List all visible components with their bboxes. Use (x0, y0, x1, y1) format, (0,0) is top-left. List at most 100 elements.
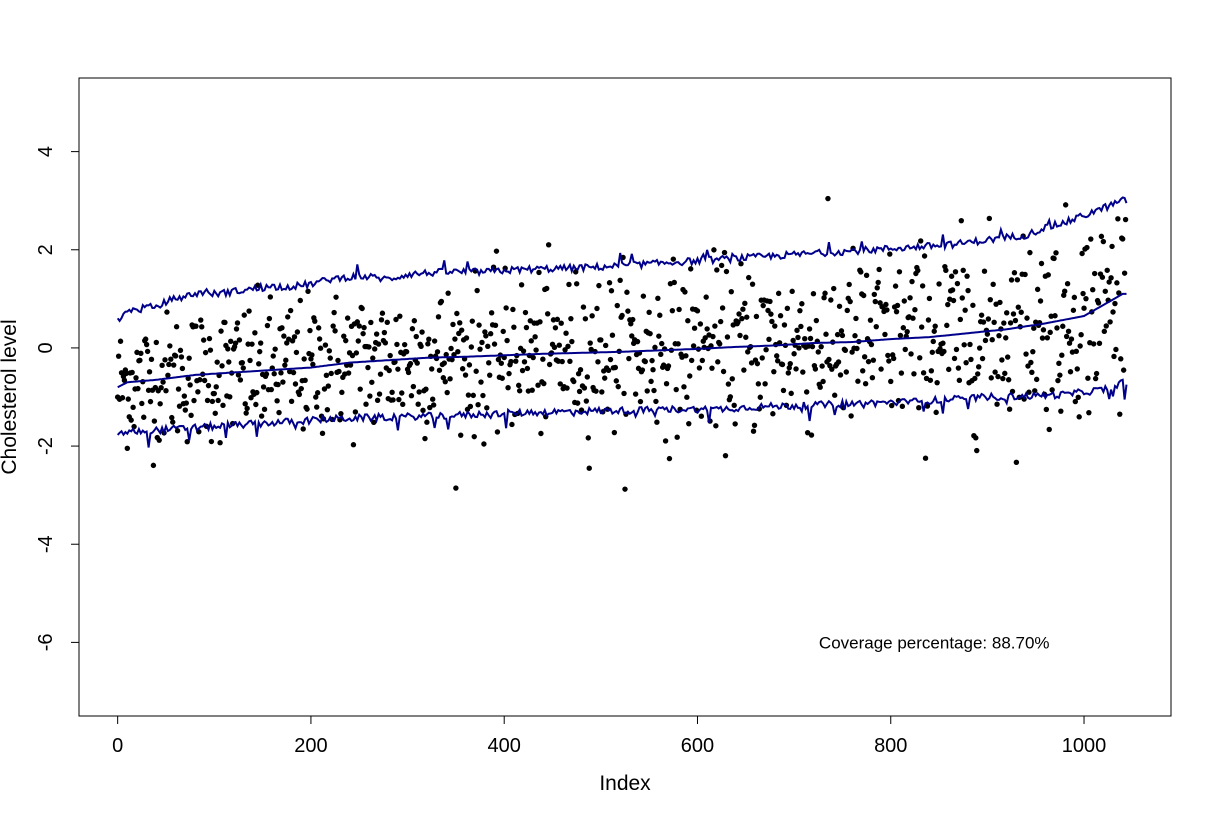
data-point (685, 318, 691, 324)
data-point (347, 362, 354, 368)
data-point (1091, 270, 1098, 277)
data-point (420, 407, 426, 414)
data-point (719, 305, 726, 311)
data-point (1027, 249, 1033, 256)
data-point (873, 323, 879, 330)
data-point (341, 333, 347, 339)
data-point (541, 380, 547, 387)
data-point (984, 331, 991, 337)
data-point (487, 331, 494, 337)
lower-band-line (116, 378, 1128, 448)
data-point (528, 338, 534, 344)
data-point (671, 279, 677, 286)
data-point (425, 341, 431, 347)
data-point (944, 322, 950, 329)
data-point (177, 347, 184, 354)
data-point (246, 308, 252, 314)
data-point (363, 401, 369, 407)
coverage-annotation: Coverage percentage: 88.70% (819, 633, 1050, 652)
data-point (960, 267, 966, 273)
data-point (1039, 335, 1046, 341)
data-point (890, 355, 897, 362)
y-tick-label: -2 (35, 437, 57, 455)
data-point (516, 388, 523, 394)
data-point (948, 273, 955, 279)
data-point (975, 364, 982, 370)
data-point (128, 417, 134, 423)
data-point (1037, 298, 1044, 304)
data-point (396, 396, 402, 403)
y-tick-label: 2 (35, 244, 57, 255)
data-point (307, 327, 313, 334)
data-point (208, 438, 215, 445)
data-point (1098, 233, 1105, 240)
data-point (611, 429, 618, 436)
data-point (462, 372, 469, 378)
data-point (401, 341, 408, 348)
data-point (847, 298, 853, 305)
data-point (298, 385, 304, 392)
data-point (356, 323, 362, 329)
data-point (901, 298, 907, 304)
data-point (151, 418, 158, 424)
data-point (567, 358, 573, 365)
data-point (146, 369, 153, 375)
data-point (419, 329, 425, 335)
data-point (1102, 288, 1108, 294)
data-point (893, 308, 900, 315)
data-point (918, 324, 925, 330)
data-point (795, 334, 801, 341)
data-point (812, 366, 819, 372)
data-point (498, 360, 505, 366)
x-tick-label: 0 (112, 735, 123, 757)
data-point (703, 294, 709, 300)
data-point (468, 344, 475, 350)
data-point (952, 269, 959, 275)
data-point (961, 342, 967, 348)
data-point (181, 393, 188, 399)
data-point (270, 353, 276, 359)
data-point (148, 356, 155, 363)
data-point (657, 312, 663, 318)
data-point (928, 368, 935, 374)
data-point (900, 325, 907, 331)
data-point (837, 372, 844, 378)
data-point (144, 348, 151, 355)
data-point (736, 311, 742, 317)
data-point (959, 295, 965, 301)
data-point (266, 315, 273, 322)
data-point (1075, 394, 1081, 401)
data-point (576, 388, 583, 395)
data-point (634, 338, 641, 345)
data-point (479, 339, 485, 346)
data-point (640, 293, 647, 299)
data-point (476, 322, 482, 328)
data-point (1043, 406, 1050, 413)
data-point (919, 283, 926, 289)
data-point (844, 307, 850, 314)
data-point (722, 452, 729, 459)
data-point (471, 433, 477, 440)
data-point (285, 314, 291, 320)
data-point (321, 386, 328, 392)
data-point (1072, 398, 1079, 405)
data-point (1114, 280, 1120, 286)
data-point (1074, 366, 1080, 372)
data-point (315, 325, 322, 331)
data-point (1047, 329, 1053, 336)
data-point (474, 287, 480, 294)
data-point (613, 378, 620, 384)
data-point (1110, 309, 1116, 315)
data-point (887, 251, 893, 257)
data-point (865, 358, 872, 365)
data-point (653, 398, 659, 405)
data-point (163, 388, 169, 394)
data-point (932, 323, 938, 329)
data-point (714, 267, 720, 273)
data-point (768, 311, 774, 317)
data-point (554, 316, 561, 323)
data-point (1092, 375, 1099, 382)
data-point (478, 379, 484, 385)
data-point (724, 334, 731, 340)
x-tick-label: 800 (874, 735, 907, 757)
